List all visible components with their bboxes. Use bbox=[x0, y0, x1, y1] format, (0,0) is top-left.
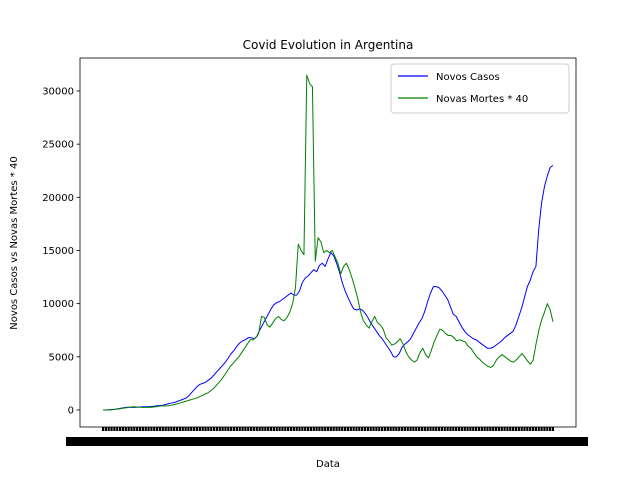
y-tick-label: 5000 bbox=[49, 352, 74, 363]
series-line-novos-casos bbox=[102, 164, 554, 411]
series-layer bbox=[102, 74, 554, 411]
x-axis-label: Data bbox=[316, 459, 340, 470]
plot-area: 0 5000 10000 15000 20000 25000 30000 bbox=[42, 57, 588, 446]
x-axis-ticks bbox=[66, 427, 588, 446]
y-tick-label: 15000 bbox=[42, 246, 74, 257]
y-tick-label: 0 bbox=[68, 405, 74, 416]
chart-title: Covid Evolution in Argentina bbox=[243, 38, 414, 52]
legend: Novos Casos Novas Mortes * 40 bbox=[390, 63, 570, 114]
y-axis-label: Novos Casos vs Novas Mortes * 40 bbox=[9, 156, 20, 329]
x-tick-labels-overlap bbox=[66, 437, 588, 446]
series-line-novas-mortes bbox=[103, 74, 554, 411]
legend-label-novas-mortes: Novas Mortes * 40 bbox=[436, 94, 528, 105]
y-tick-label: 30000 bbox=[42, 86, 74, 97]
legend-label-novos-casos: Novos Casos bbox=[436, 72, 500, 83]
y-tick-label: 20000 bbox=[42, 193, 74, 204]
y-tick-label: 25000 bbox=[42, 140, 74, 151]
y-tick-label: 10000 bbox=[42, 299, 74, 310]
legend-box bbox=[390, 63, 570, 114]
y-axis-ticks: 0 5000 10000 15000 20000 25000 30000 bbox=[42, 86, 80, 416]
